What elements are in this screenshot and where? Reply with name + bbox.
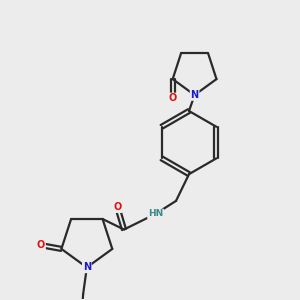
Text: HN: HN <box>148 209 163 218</box>
Text: N: N <box>190 90 199 100</box>
Text: N: N <box>83 262 91 272</box>
Text: O: O <box>113 202 122 212</box>
Text: O: O <box>169 93 177 103</box>
Text: O: O <box>37 240 45 250</box>
